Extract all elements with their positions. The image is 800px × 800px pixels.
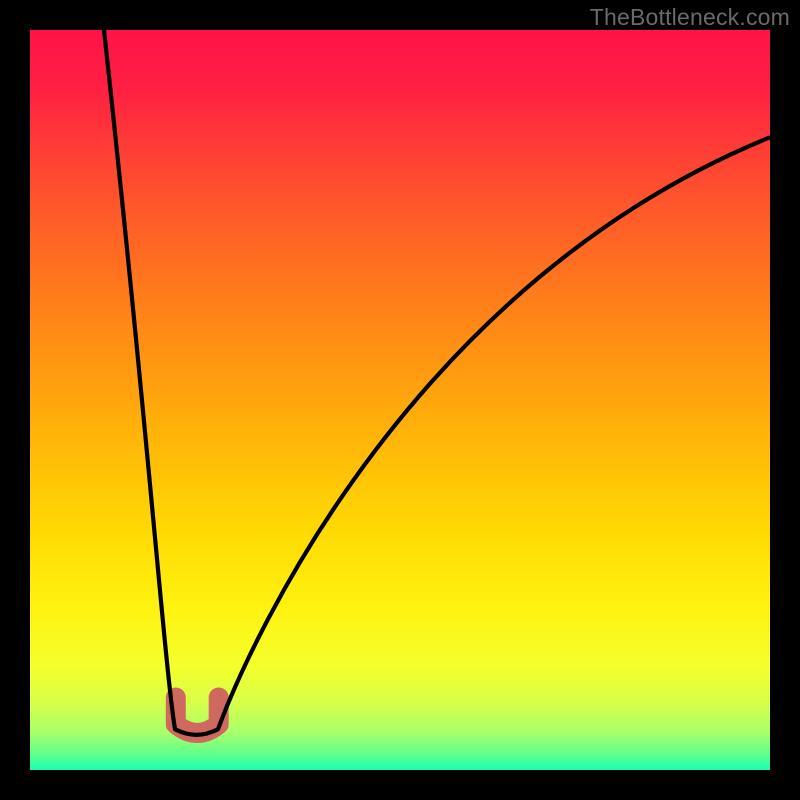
bottleneck-chart	[0, 0, 800, 800]
chart-container: { "watermark": "TheBottleneck.com", "can…	[0, 0, 800, 800]
watermark-text: TheBottleneck.com	[590, 4, 790, 31]
